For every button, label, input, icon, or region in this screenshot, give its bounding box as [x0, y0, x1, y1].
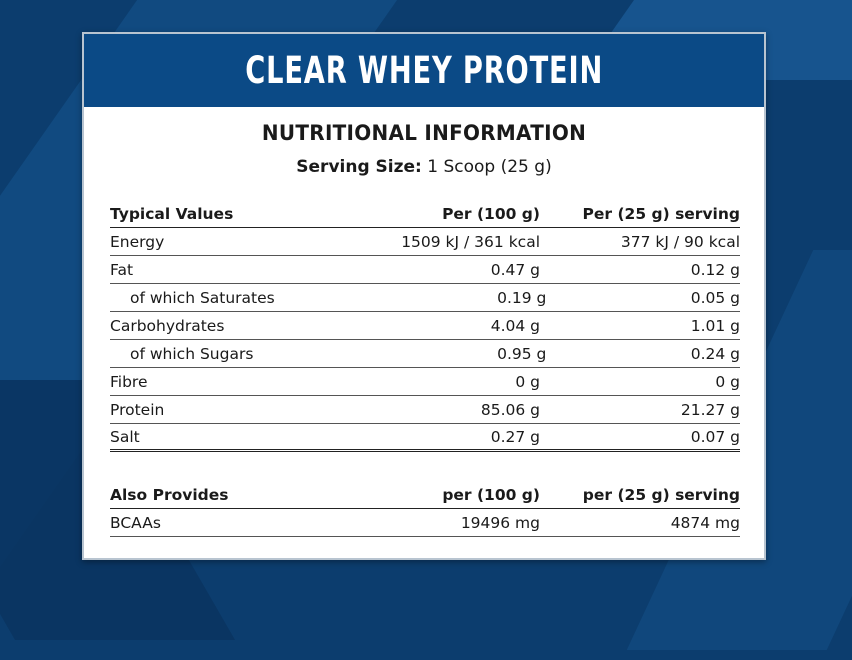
value-per-serving: 1.01 g	[690, 316, 740, 335]
nutrient-name: Salt	[110, 427, 140, 446]
table-row: Fibre 0 g 0 g	[110, 368, 740, 396]
nutrient-name: Fibre	[110, 372, 148, 391]
nutrient-name: Energy	[110, 232, 165, 251]
column-header: Typical Values	[110, 204, 234, 223]
product-title: CLEAR WHEY PROTEIN	[245, 49, 603, 92]
value-per-serving: 0.12 g	[690, 260, 740, 279]
value-per-100g: 0.47 g	[490, 260, 540, 279]
section-title: NUTRITIONAL INFORMATION	[261, 121, 587, 145]
value-per-100g: 0.95 g	[497, 344, 547, 363]
column-header: Also Provides	[110, 485, 229, 504]
value-per-serving: 0 g	[715, 372, 740, 391]
table-row: Energy 1509 kJ / 361 kcal 377 kJ / 90 kc…	[110, 228, 740, 256]
value-per-100g: 4.04 g	[490, 316, 540, 335]
column-header: per (25 g) serving	[582, 485, 740, 504]
table-row: of which Saturates 0.19 g 0.05 g	[110, 284, 740, 312]
table-row: Salt 0.27 g 0.07 g	[110, 424, 740, 452]
nutrient-name: Fat	[110, 260, 134, 279]
column-header: per (100 g)	[442, 485, 540, 504]
table-row: Fat 0.47 g 0.12 g	[110, 256, 740, 284]
panel-header: CLEAR WHEY PROTEIN	[84, 34, 764, 107]
serving-size-label: Serving Size:	[296, 157, 422, 177]
value-per-100g: 0.27 g	[490, 427, 540, 446]
column-header: Per (25 g) serving	[582, 204, 740, 223]
value-per-serving: 21.27 g	[680, 400, 740, 419]
column-header: Per (100 g)	[442, 204, 540, 223]
value-per-serving: 377 kJ / 90 kcal	[620, 232, 740, 251]
nutrient-name: BCAAs	[110, 513, 161, 532]
value-per-serving: 0.07 g	[690, 427, 740, 446]
nutrition-panel: CLEAR WHEY PROTEIN NUTRITIONAL INFORMATI…	[82, 32, 766, 560]
nutrient-name: Protein	[110, 400, 165, 419]
nutrient-name: Carbohydrates	[110, 316, 225, 335]
value-per-serving: 4874 mg	[670, 513, 740, 532]
value-per-100g: 19496 mg	[460, 513, 540, 532]
table-header: Typical Values Per (100 g) Per (25 g) se…	[110, 200, 740, 228]
nutrient-name: of which Saturates	[130, 288, 275, 307]
also-provides-table: Also Provides per (100 g) per (25 g) ser…	[110, 481, 740, 537]
table-row: Carbohydrates 4.04 g 1.01 g	[110, 312, 740, 340]
serving-size-value: 1 Scoop (25 g)	[427, 157, 552, 177]
value-per-100g: 1509 kJ / 361 kcal	[401, 232, 540, 251]
nutrition-table: Typical Values Per (100 g) Per (25 g) se…	[110, 200, 740, 452]
serving-size: Serving Size: 1 Scoop (25 g)	[84, 157, 764, 177]
table-header: Also Provides per (100 g) per (25 g) ser…	[110, 481, 740, 509]
value-per-100g: 0.19 g	[497, 288, 547, 307]
value-per-100g: 85.06 g	[480, 400, 540, 419]
value-per-100g: 0 g	[515, 372, 540, 391]
table-row: of which Sugars 0.95 g 0.24 g	[110, 340, 740, 368]
value-per-serving: 0.24 g	[690, 344, 741, 363]
table-row: BCAAs 19496 mg 4874 mg	[110, 509, 740, 537]
nutrient-name: of which Sugars	[130, 344, 254, 363]
value-per-serving: 0.05 g	[690, 288, 741, 307]
table-row: Protein 85.06 g 21.27 g	[110, 396, 740, 424]
